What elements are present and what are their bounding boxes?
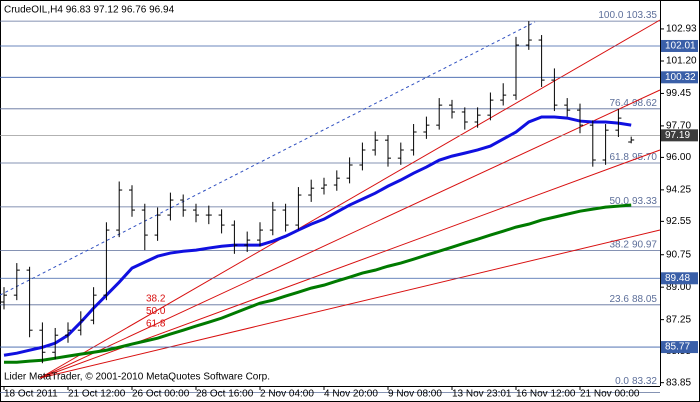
fan-label: 38.2 (146, 294, 166, 305)
fib-price: 98.62 (632, 97, 657, 108)
x-tick-label: 16 Nov 12:00 (516, 389, 576, 400)
price-box (661, 129, 698, 142)
fib-level-label: 50.0 93.33 (610, 196, 658, 207)
x-tick-label: 18 Oct 2011 (4, 389, 58, 400)
fib-level: 23.6 (610, 293, 630, 304)
y-tick-label: 97.70 (666, 121, 691, 132)
price-box (661, 272, 698, 285)
chart-title: CrudeOIL,H4 96.83 97.12 96.76 96.94 (4, 5, 175, 16)
fib-level-label: 38.2 90.97 (610, 239, 658, 250)
fan-label: 50.0 (146, 306, 166, 317)
footer: Lider MetaTrader, © 2001-2010 MetaQuotes… (4, 372, 270, 383)
x-tick-label: 4 Nov 20:00 (324, 389, 378, 400)
price-box-label: 85.77 (665, 342, 690, 353)
x-tick-label: 2 Nov 04:00 (260, 389, 314, 400)
fib-level: 50.0 (610, 196, 630, 207)
fib-level: 76.4 (610, 97, 630, 108)
price-box (661, 341, 698, 354)
fib-price: 83.32 (632, 376, 657, 387)
fib-price: 95.70 (632, 152, 657, 163)
y-tick-label: 101.20 (666, 56, 697, 67)
y-tick-label: 96.00 (666, 152, 691, 163)
fan-line (39, 229, 661, 379)
plot (0, 21, 660, 364)
price-box-label: 97.19 (665, 130, 690, 141)
y-tick-label: 90.75 (666, 249, 691, 260)
x-tick-label: 21 Oct 12:00 (68, 389, 126, 400)
fib-level-label: 100.0 103.35 (598, 10, 657, 21)
price-box-label: 102.01 (665, 41, 696, 52)
y-tick-label: 87.25 (666, 314, 691, 325)
price-box-label: 100.32 (665, 72, 696, 83)
axis: 102.93 101.20 99.45 97.70 96.00 94.25 92.55 90.… (3, 24, 698, 400)
y-tick-label: 83.85 (666, 377, 691, 388)
fib-level-label: 0.0 83.32 (615, 376, 657, 387)
fib-price: 88.05 (632, 293, 657, 304)
y-tick-label: 92.55 (666, 216, 691, 227)
fib-level: 0.0 (615, 376, 629, 387)
y-tick-label: 94.25 (666, 184, 691, 195)
x-tick-label: 26 Oct 00:00 (132, 389, 190, 400)
fib-price: 103.35 (626, 10, 657, 21)
y-tick-label: 89.00 (666, 282, 691, 293)
fib-price: 93.33 (632, 196, 657, 207)
price-box-label: 89.48 (665, 273, 690, 284)
fib-level-label: 61.8 95.70 (610, 152, 658, 163)
y-tick-label: 102.93 (666, 24, 697, 35)
fan-line (39, 19, 661, 379)
x-tick-label: 28 Oct 16:00 (196, 389, 254, 400)
fib-level-label: 23.6 88.05 (610, 293, 658, 304)
price-box (661, 71, 698, 84)
x-tick-label: 9 Nov 08:00 (388, 389, 442, 400)
fib-level: 38.2 (610, 239, 630, 250)
y-tick-label: 99.45 (666, 88, 691, 99)
fib-level-label: 76.4 98.62 (610, 97, 658, 108)
x-tick-label: 13 Nov 23:01 (452, 389, 512, 400)
fib-level: 61.8 (610, 152, 630, 163)
moving-average (4, 203, 632, 364)
fan-label: 61.8 (146, 319, 166, 330)
moving-average (3, 115, 632, 357)
fan-line (39, 89, 661, 379)
fib-level: 100.0 (598, 10, 623, 21)
fib-price: 90.97 (632, 239, 657, 250)
price-box (661, 39, 698, 52)
trend-line (0, 21, 536, 296)
x-tick-label: 21 Nov 00:00 (580, 389, 640, 400)
